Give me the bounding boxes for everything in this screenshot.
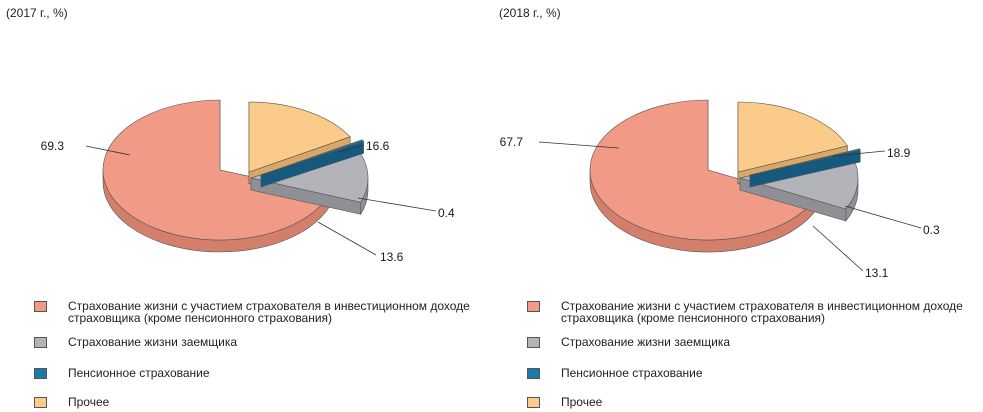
leader-line-borrower-life <box>317 221 377 256</box>
leader-line-pension <box>357 197 437 212</box>
data-label-borrower-life: 13.6 <box>380 250 404 264</box>
legend-swatch-life-investment <box>527 301 540 312</box>
chart-panel-2018: (2018 г., %) 67.7 13.1 0.3 18.9 Страхование… <box>493 0 983 412</box>
data-label-borrower-life: 13.1 <box>865 266 889 280</box>
legend-label-pension: Пенсионное страхование <box>561 366 703 380</box>
legend-swatch-life-investment <box>34 301 47 312</box>
pie-slice-pension <box>749 148 861 188</box>
legend-swatch-borrower-life <box>34 337 47 348</box>
legend-label-other: Прочее <box>68 395 110 409</box>
legend-swatch-other <box>34 397 47 408</box>
legend-swatch-pension <box>34 368 47 379</box>
leader-line-life-investment <box>538 141 620 149</box>
data-label-life-investment: 67.7 <box>500 135 524 149</box>
leader-line-borrower-life <box>812 225 864 272</box>
chart-title: (2017 г., %) <box>6 6 68 20</box>
leader-line-life-investment <box>85 145 131 156</box>
pie-slice-top-pension <box>260 139 365 176</box>
leader-line-pension <box>844 205 922 229</box>
legend-label-borrower-life: Страхование жизни заемщика <box>68 335 238 349</box>
pie-chart-2017: 69.3 13.6 0.4 16.6 <box>41 99 455 264</box>
legend-label-borrower-life: Страхование жизни заемщика <box>561 335 731 349</box>
legend-label-other: Прочее <box>561 395 603 409</box>
pie-slice-top-other <box>248 101 351 173</box>
data-label-life-investment: 69.3 <box>41 139 65 153</box>
pie-slice-top-pension <box>749 148 861 176</box>
leader-line-other <box>832 150 886 157</box>
pie-chart-2018: 67.7 13.1 0.3 18.9 <box>500 99 940 280</box>
chart-title: (2018 г., %) <box>499 6 561 20</box>
pie-slice-top-life-investment <box>589 99 815 241</box>
legend-label-pension: Пенсионное страхование <box>68 366 210 380</box>
legend-swatch-borrower-life <box>527 337 540 348</box>
pie-slice-pension <box>260 139 365 188</box>
chart-panel-2017: (2017 г., %) 69.3 13.6 0.4 16.6 Страхование… <box>0 0 490 412</box>
legend-swatch-pension <box>527 368 540 379</box>
pie-slice-top-life-investment <box>102 99 331 241</box>
data-label-pension: 0.4 <box>438 206 455 220</box>
leader-line-other <box>337 144 365 153</box>
legend-swatch-other <box>527 397 540 408</box>
data-label-other: 16.6 <box>366 139 390 153</box>
legend-label-life-investment: Страхование жизни с участием страховател… <box>68 299 470 325</box>
data-label-other: 18.9 <box>887 146 911 160</box>
pie-slice-top-other <box>737 101 848 173</box>
legend-label-life-investment: Страхование жизни с участием страховател… <box>561 299 963 325</box>
data-label-pension: 0.3 <box>923 223 940 237</box>
